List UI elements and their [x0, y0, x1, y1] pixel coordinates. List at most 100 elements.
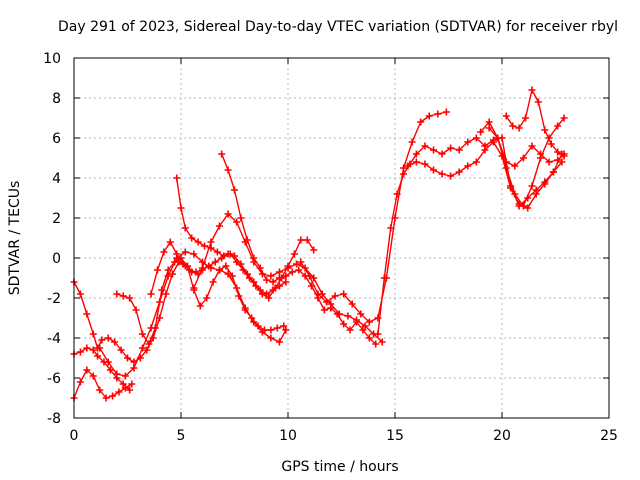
- data-point-arc-8-1: [198, 264, 206, 272]
- data-point-arc-4-5: [138, 344, 146, 352]
- data-point-arc-9-1: [224, 166, 232, 174]
- data-point-arc-10-1: [305, 272, 313, 280]
- data-point-arc-1-5: [102, 394, 110, 402]
- data-point-arc-1-4: [96, 386, 104, 394]
- data-point-arc-14-8: [554, 148, 562, 156]
- data-point-arc-15-5: [528, 142, 536, 150]
- x-axis-label: GPS time / hours: [281, 459, 398, 475]
- data-point-arc-5-2: [126, 294, 134, 302]
- y-tick-label-0: -8: [47, 411, 61, 427]
- data-point-arc-3-9: [124, 354, 131, 362]
- data-point-arc-3-3: [89, 330, 97, 338]
- data-point-arc-1-6: [109, 392, 117, 400]
- data-point-arc-8-0: [190, 284, 198, 292]
- x-tick-label-2: 10: [279, 428, 297, 444]
- data-point-arc-15-0: [485, 124, 493, 132]
- data-point-arc-2-8: [119, 380, 127, 388]
- data-point-arc-8-10: [275, 268, 283, 276]
- data-point-arc-7-7: [192, 268, 200, 276]
- data-point-arc-14-0: [502, 112, 510, 120]
- data-point-arc-5-26: [280, 322, 288, 330]
- data-point-arc-4-20: [267, 334, 275, 342]
- data-point-arc-2-3: [89, 346, 97, 354]
- data-point-arc-13-0: [477, 128, 485, 136]
- data-point-arc-13-10: [560, 114, 568, 122]
- data-point-arc-9-16: [320, 306, 328, 314]
- data-point-arc-10-12: [400, 164, 408, 172]
- data-point-arc-4-0: [96, 344, 104, 352]
- x-tick-label-5: 25: [600, 428, 618, 444]
- data-point-arc-10-14: [417, 118, 425, 126]
- data-point-arc-10-16: [434, 110, 442, 118]
- data-point-arc-4-10: [181, 248, 189, 256]
- data-point-arc-2-9: [126, 386, 134, 394]
- series-line-arc-2: [73, 347, 131, 391]
- data-point-arc-10-2: [314, 290, 322, 298]
- data-point-arc-5-4: [138, 330, 146, 338]
- y-tick-label-8: 8: [52, 91, 61, 107]
- y-axis-label: SDTVAR / TECUs: [7, 181, 23, 296]
- data-point-arc-9-21: [352, 318, 360, 326]
- data-point-arc-5-8: [164, 266, 172, 274]
- series-arc-4: [96, 248, 290, 380]
- data-point-arc-11-0: [374, 330, 382, 338]
- data-point-arc-14-4: [528, 86, 536, 94]
- data-point-arc-12-4: [438, 170, 446, 178]
- data-point-arc-7-0: [147, 290, 155, 298]
- data-point-arc-7-12: [224, 250, 232, 258]
- series-arc-15: [485, 124, 568, 170]
- data-point-arc-8-4: [224, 210, 232, 218]
- data-point-arc-9-4: [243, 236, 251, 244]
- data-point-arc-8-11: [284, 264, 292, 272]
- data-point-arc-5-1: [119, 292, 127, 300]
- data-point-arc-4-1: [104, 358, 112, 366]
- data-point-arc-13-4: [511, 190, 519, 198]
- data-point-arc-7-14: [237, 260, 245, 268]
- data-point-arc-12-9: [481, 146, 489, 154]
- data-point-arc-11-23: [558, 158, 566, 166]
- data-point-arc-6-19: [290, 250, 298, 258]
- series-arc-10: [297, 108, 450, 326]
- data-point-arc-14-2: [515, 124, 523, 132]
- data-point-arc-9-20: [346, 326, 354, 334]
- data-point-arc-5-25: [273, 324, 281, 332]
- data-point-arc-13-3: [502, 164, 510, 172]
- data-point-arc-11-3: [393, 190, 401, 198]
- data-point-arc-3-6: [104, 334, 112, 342]
- data-point-arc-4-21: [275, 338, 283, 346]
- data-point-arc-4-3: [121, 372, 129, 380]
- y-tick-label-1: -6: [47, 371, 61, 387]
- data-point-arc-12-2: [421, 160, 429, 168]
- data-point-arc-9-9: [275, 274, 283, 282]
- data-point-arc-3-8: [117, 346, 125, 354]
- y-tick-label-3: -2: [47, 291, 61, 307]
- data-point-arc-6-2: [181, 224, 189, 232]
- data-point-arc-12-14: [524, 204, 532, 212]
- series-line-arc-7: [150, 241, 287, 295]
- plot-frame: [73, 57, 610, 419]
- x-tick-label-0: 0: [70, 428, 79, 444]
- data-point-arc-3-16: [168, 270, 176, 278]
- data-point-arc-7-2: [160, 248, 168, 256]
- y-tick-label-5: 2: [52, 211, 61, 227]
- data-point-arc-12-8: [472, 158, 480, 166]
- data-point-arc-7-18: [263, 290, 271, 298]
- data-point-arc-15-8: [554, 156, 562, 164]
- data-point-arc-10-4: [331, 292, 339, 300]
- data-point-arc-10-0: [297, 258, 305, 266]
- x-tick-label-1: 5: [177, 428, 186, 444]
- data-point-arc-9-22: [359, 326, 367, 334]
- data-point-arc-6-3: [188, 234, 196, 242]
- data-point-arc-3-7: [111, 338, 119, 346]
- data-point-arc-11-4: [400, 170, 408, 178]
- data-point-arc-7-11: [218, 254, 226, 262]
- data-point-arc-11-6: [412, 150, 420, 158]
- data-point-arc-6-1: [177, 204, 185, 212]
- data-point-arc-9-18: [333, 310, 341, 318]
- data-point-arc-13-5: [519, 202, 527, 210]
- data-point-arc-15-7: [545, 158, 553, 166]
- data-point-arc-12-10: [489, 138, 497, 146]
- chart-title: Day 291 of 2023, Sidereal Day-to-day VTE…: [58, 19, 618, 35]
- data-point-arc-12-5: [447, 172, 455, 180]
- data-point-arc-9-3: [237, 214, 245, 222]
